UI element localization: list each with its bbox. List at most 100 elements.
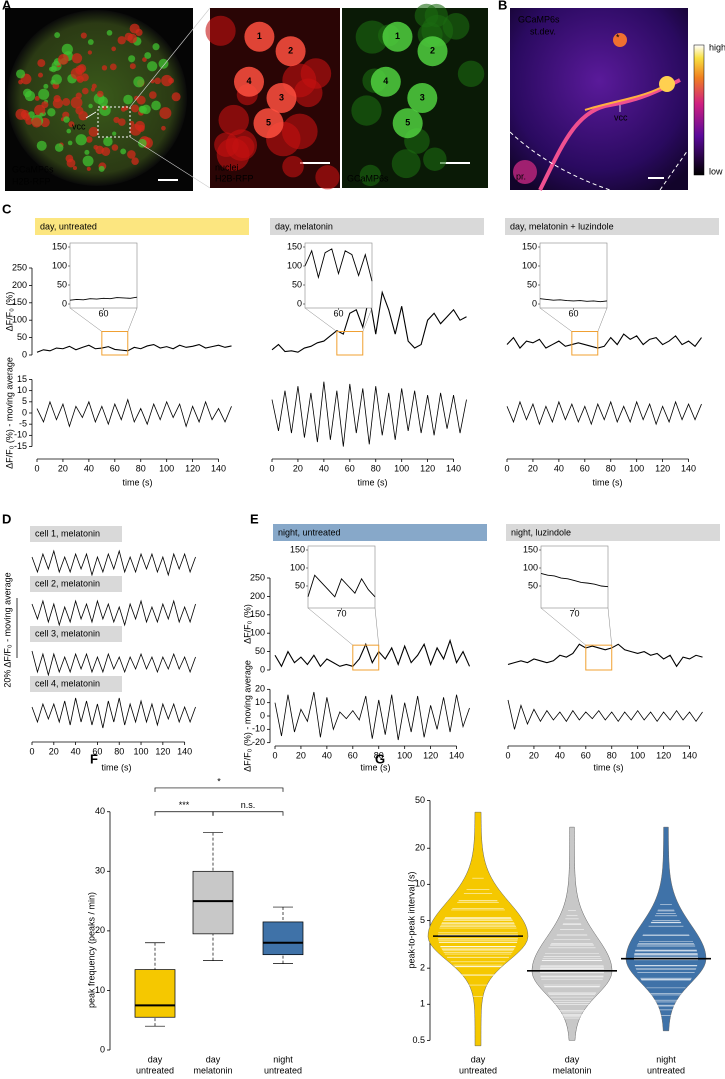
x-tick-label: 0 — [505, 750, 510, 760]
x-tick-label: 140 — [211, 463, 226, 473]
colorbar — [693, 44, 705, 176]
inset-tick-label: 0 — [532, 298, 537, 308]
significance-bracket — [154, 811, 214, 816]
cell-number: 3 — [420, 92, 425, 102]
trace — [506, 400, 702, 426]
cell-blob — [41, 101, 49, 109]
trace — [31, 599, 196, 627]
category-label: untreated — [647, 1065, 685, 1075]
condition-title: day, melatonin — [275, 221, 333, 231]
cell-number: 1 — [257, 31, 262, 41]
cell-number: 5 — [266, 118, 271, 128]
stdev-image — [510, 8, 688, 190]
y-tick-label: 100 — [250, 628, 265, 638]
cell-blob — [62, 98, 71, 106]
panel-letter: G — [375, 751, 385, 766]
x-axis-label: time (s) — [594, 762, 624, 772]
y-tick-label: 150 — [250, 609, 265, 619]
cell-blob — [123, 105, 129, 111]
cell-blob — [22, 113, 31, 121]
cell-blob — [72, 165, 78, 171]
crop-connector — [129, 7, 211, 108]
zoom-connector — [597, 307, 608, 332]
inset-tick-label: 50 — [295, 580, 305, 590]
inset-tick-label: 50 — [528, 580, 538, 590]
trace — [274, 691, 470, 741]
y-tick-label: 10 — [95, 985, 105, 995]
y-axis-label: ΔF/F₀ (%) - moving average — [242, 660, 252, 772]
cell-blob — [281, 113, 318, 150]
cell-blob — [54, 143, 64, 152]
cell-number: 1 — [395, 31, 400, 41]
cell-blob — [86, 166, 91, 171]
x-tick-label: 100 — [629, 463, 644, 473]
cell-blob — [282, 155, 304, 178]
x-tick-label: 60 — [110, 463, 120, 473]
cell-blob — [134, 120, 145, 131]
cell-blob — [71, 53, 83, 64]
x-tick-label: 20 — [49, 746, 59, 756]
label: vcc — [614, 112, 628, 122]
cell-blob — [37, 59, 46, 68]
cell-blob — [96, 90, 104, 98]
cell-blob — [75, 134, 87, 146]
cell-blob — [112, 131, 117, 136]
cell-blob — [52, 98, 63, 109]
inset-tick-label: 100 — [290, 562, 305, 572]
cell-blob — [82, 87, 89, 95]
x-tick-label: 0 — [29, 746, 34, 756]
cell-blob — [70, 67, 83, 80]
inset-trace — [540, 572, 609, 588]
cell — [392, 108, 423, 139]
y-tick-label: 250 — [250, 572, 265, 582]
x-tick-label: 20 — [293, 463, 303, 473]
y-tick-label: -10 — [252, 724, 265, 734]
y-tick-label: 50 — [17, 332, 27, 342]
x-tick-label: 80 — [606, 463, 616, 473]
cell-blob — [98, 165, 105, 172]
inset-tick-label: 100 — [522, 260, 537, 270]
x-tick-label: 60 — [345, 463, 355, 473]
y-axis-label: ΔF/F₀ (%) - moving average — [4, 357, 14, 469]
zoom-connector — [362, 307, 373, 332]
cell — [244, 21, 275, 52]
cell-blob — [31, 117, 42, 128]
x-tick-label: 0 — [269, 463, 274, 473]
label: pr. — [516, 171, 526, 181]
x-tick-label: 60 — [92, 746, 102, 756]
x-tick-label: 140 — [681, 463, 696, 473]
cell-blob — [133, 76, 145, 88]
cell-blob — [38, 72, 43, 78]
cell-blob — [88, 103, 93, 109]
y-tick-label: 150 — [12, 297, 27, 307]
cell-blob — [39, 112, 44, 117]
cell-blob — [63, 116, 70, 123]
y-axis-label: peak frequency (peaks / min) — [86, 892, 96, 1008]
cell-blob — [18, 79, 23, 85]
cell-number: 4 — [383, 76, 388, 86]
cell-blob — [67, 140, 73, 146]
y-tick-label: 20 — [415, 843, 425, 853]
condition-header — [30, 526, 122, 542]
cell-blob — [218, 104, 249, 136]
inset-tick-label: 150 — [287, 241, 302, 251]
x-tick-label: 140 — [449, 750, 464, 760]
label: low — [709, 166, 723, 176]
x-tick-label: 60 — [580, 463, 590, 473]
cell-blob — [123, 94, 133, 105]
inset-frame — [540, 545, 609, 609]
cell-blob — [109, 63, 117, 71]
cell-blob — [85, 136, 93, 143]
panel-letter: D — [2, 511, 11, 526]
trace — [274, 638, 471, 668]
y-tick-label: 50 — [255, 646, 265, 656]
cell-blob — [88, 126, 99, 137]
x-tick-label: 140 — [177, 746, 192, 756]
cell-blob — [54, 32, 61, 39]
cell-blob — [127, 33, 138, 44]
cell-blob — [82, 155, 94, 167]
cell — [417, 36, 448, 67]
x-axis-label: time (s) — [123, 477, 153, 487]
crop-box — [97, 106, 131, 138]
zoom-box — [352, 644, 380, 671]
